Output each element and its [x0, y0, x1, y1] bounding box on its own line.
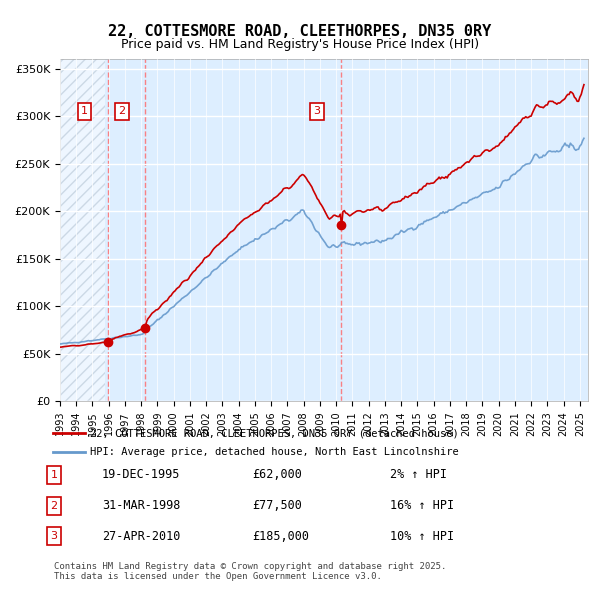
Text: 1: 1 [81, 106, 88, 116]
Text: £77,500: £77,500 [252, 499, 302, 512]
Text: 16% ↑ HPI: 16% ↑ HPI [390, 499, 454, 512]
Bar [60, 59, 106, 401]
Text: 31-MAR-1998: 31-MAR-1998 [102, 499, 181, 512]
Text: 10% ↑ HPI: 10% ↑ HPI [390, 530, 454, 543]
Text: 22, COTTESMORE ROAD, CLEETHORPES, DN35 0RY (detached house): 22, COTTESMORE ROAD, CLEETHORPES, DN35 0… [90, 428, 459, 438]
Text: £185,000: £185,000 [252, 530, 309, 543]
Text: 22, COTTESMORE ROAD, CLEETHORPES, DN35 0RY: 22, COTTESMORE ROAD, CLEETHORPES, DN35 0… [109, 24, 491, 38]
Text: 27-APR-2010: 27-APR-2010 [102, 530, 181, 543]
Text: Contains HM Land Registry data © Crown copyright and database right 2025.
This d: Contains HM Land Registry data © Crown c… [54, 562, 446, 581]
Text: 3: 3 [50, 532, 58, 541]
Text: 19-DEC-1995: 19-DEC-1995 [102, 468, 181, 481]
Text: HPI: Average price, detached house, North East Lincolnshire: HPI: Average price, detached house, Nort… [90, 447, 459, 457]
Text: 1: 1 [50, 470, 58, 480]
Text: 2% ↑ HPI: 2% ↑ HPI [390, 468, 447, 481]
Text: 2: 2 [118, 106, 125, 116]
Text: 2: 2 [50, 501, 58, 510]
Text: £62,000: £62,000 [252, 468, 302, 481]
Text: Price paid vs. HM Land Registry's House Price Index (HPI): Price paid vs. HM Land Registry's House … [121, 38, 479, 51]
Text: 3: 3 [313, 106, 320, 116]
